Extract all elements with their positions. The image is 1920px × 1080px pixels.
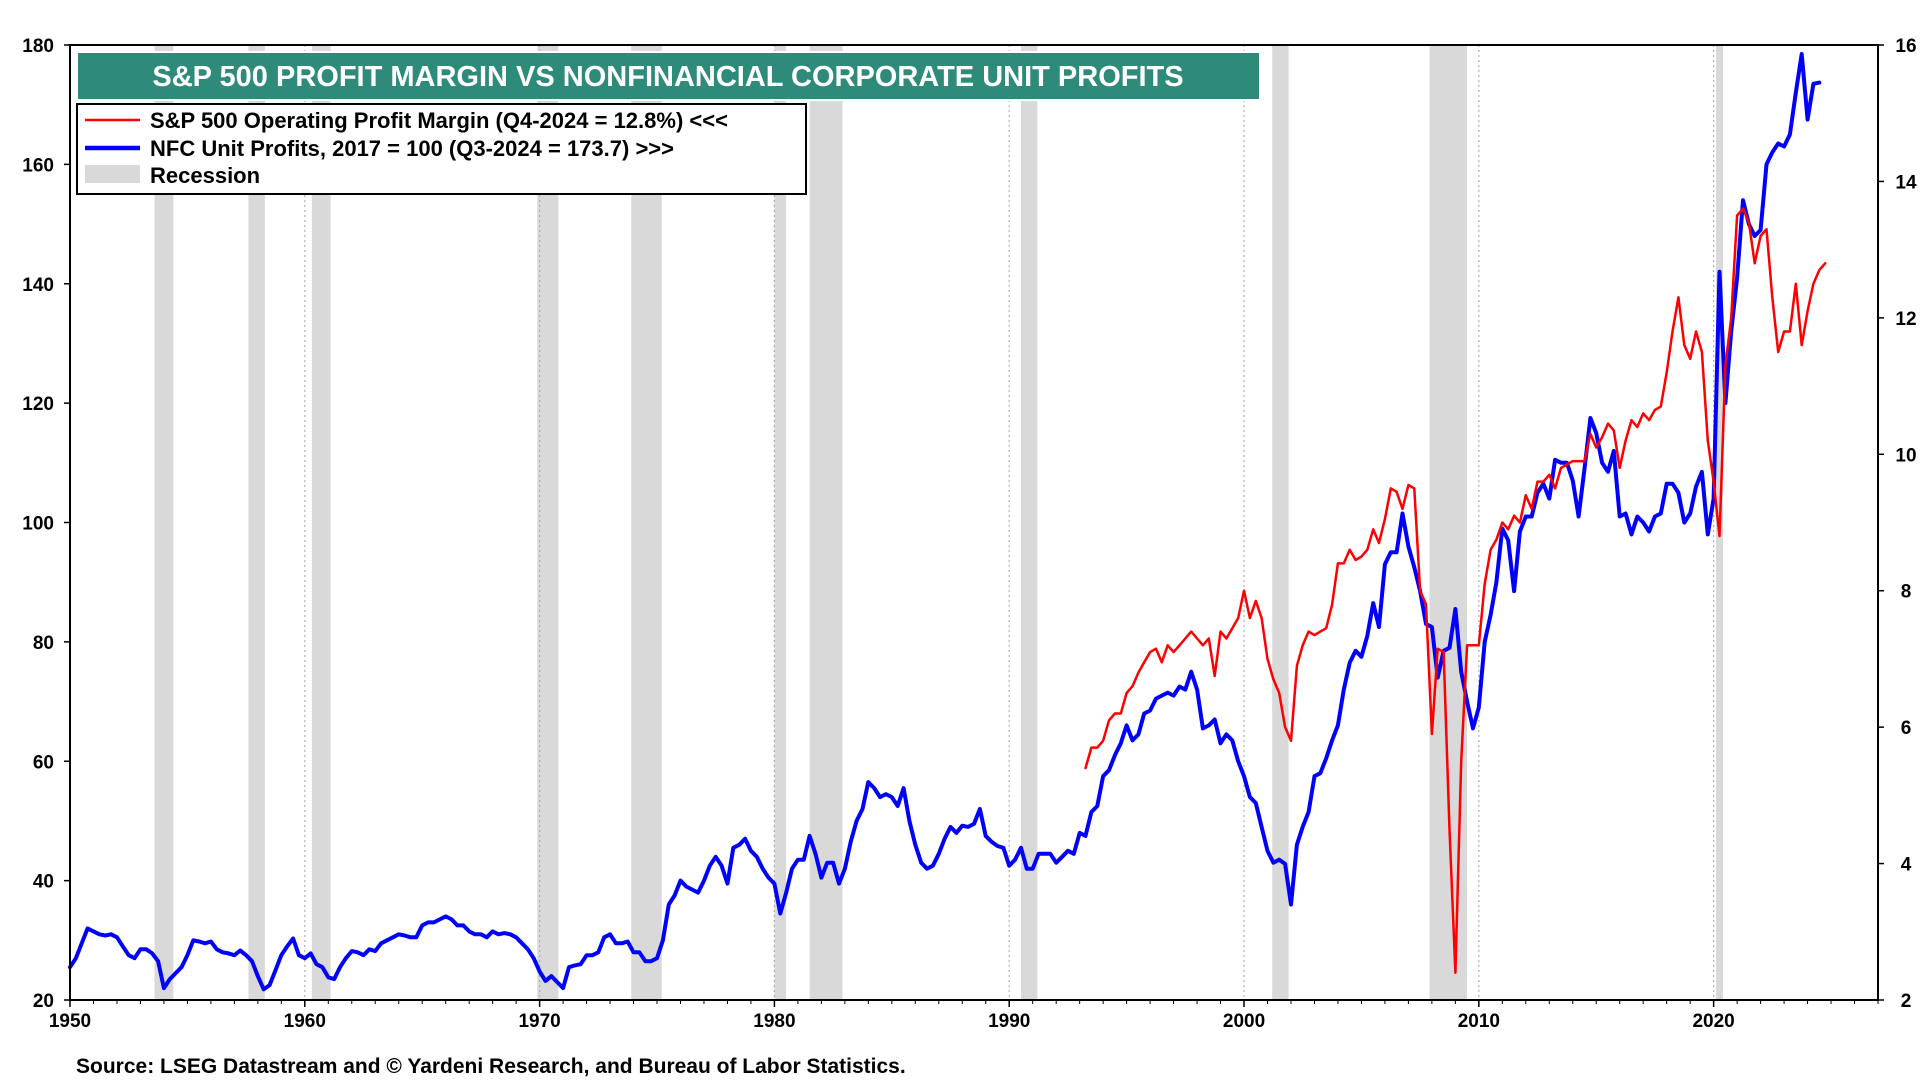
grid-layer <box>304 45 1715 1000</box>
x-tick-label-1960: 1960 <box>284 1011 326 1032</box>
right-tick-label-14: 14 <box>1895 172 1917 193</box>
title-group: S&P 500 PROFIT MARGIN VS NONFINANCIAL CO… <box>76 51 1261 101</box>
recession-band-2 <box>311 45 331 1000</box>
recession-band-3 <box>537 45 559 1000</box>
right-tick-label-16: 16 <box>1895 36 1916 57</box>
recession-band-9 <box>1429 45 1468 1000</box>
recession-band-5 <box>774 45 787 1000</box>
source-note: Source: LSEG Datastream and © Yardeni Re… <box>76 1055 906 1078</box>
series-line-nfc-unit-profits <box>68 52 1822 992</box>
left-tick-label-140: 140 <box>22 275 54 296</box>
recession-band-8 <box>1272 45 1289 1000</box>
recession-band-0 <box>154 45 174 1000</box>
left-tick-label-120: 120 <box>22 394 54 415</box>
left-tick-label-160: 160 <box>22 155 54 176</box>
legend-box <box>76 103 807 195</box>
axis-layer: 1950 1960 1970 1980 1990 2000 2010 202020406080… <box>22 36 1917 1032</box>
x-tick-label-2020: 2020 <box>1692 1011 1734 1032</box>
x-tick-label-1950: 1950 <box>49 1011 91 1032</box>
x-tick-label-1980: 1980 <box>753 1011 795 1032</box>
recession-band-1 <box>248 45 265 1000</box>
right-tick-label-12: 12 <box>1895 309 1916 330</box>
right-tick-label-2: 2 <box>1901 991 1912 1012</box>
left-tick-label-180: 180 <box>22 36 54 57</box>
series-line-sp500-margin <box>1084 207 1827 974</box>
x-tick-label-2010: 2010 <box>1458 1011 1500 1032</box>
right-tick-label-6: 6 <box>1901 718 1912 739</box>
legend-swatch-recession <box>85 165 140 183</box>
recession-band-4 <box>631 45 662 1000</box>
right-tick-label-4: 4 <box>1901 855 1912 876</box>
title-background <box>76 51 1261 101</box>
recession-band-6 <box>809 45 843 1000</box>
series-layer <box>68 52 1827 992</box>
left-tick-label-40: 40 <box>33 872 54 893</box>
right-tick-label-10: 10 <box>1895 445 1916 466</box>
legend-label-nfc: NFC Unit Profits, 2017 = 100 (Q3-2024 = … <box>150 136 674 161</box>
left-tick-label-20: 20 <box>33 991 54 1012</box>
right-tick-label-8: 8 <box>1901 582 1912 603</box>
x-tick-label-1970: 1970 <box>518 1011 560 1032</box>
left-tick-label-60: 60 <box>33 752 54 773</box>
legend-label-recession: Recession <box>150 163 260 188</box>
x-tick-label-2000: 2000 <box>1223 1011 1265 1032</box>
recession-band-7 <box>1020 45 1038 1000</box>
legend-label-sp500: S&P 500 Operating Profit Margin (Q4-2024… <box>150 108 728 133</box>
x-tick-label-1990: 1990 <box>988 1011 1030 1032</box>
recession-layer <box>154 45 1724 1000</box>
left-tick-label-100: 100 <box>22 514 54 535</box>
chart-title: S&P 500 PROFIT MARGIN VS NONFINANCIAL CO… <box>152 61 1183 93</box>
left-tick-label-80: 80 <box>33 633 54 654</box>
legend-group: S&P 500 Operating Profit Margin (Q4-2024… <box>76 103 807 195</box>
